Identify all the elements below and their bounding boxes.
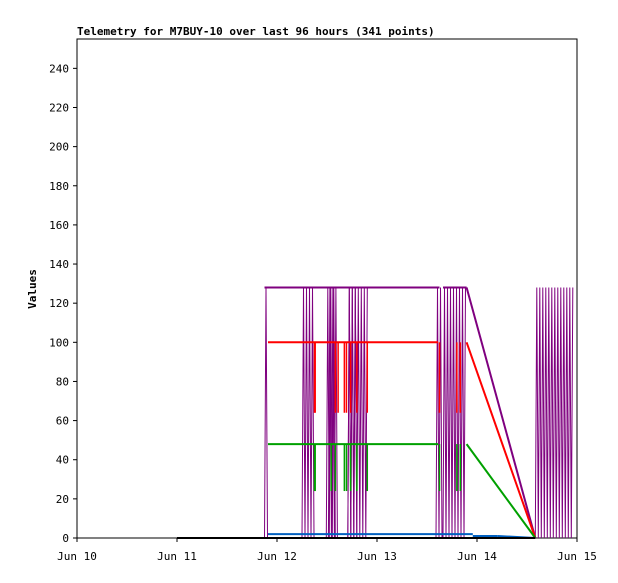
- y-axis-label: Values: [26, 269, 39, 309]
- y-tick-label: 80: [56, 375, 69, 388]
- series-1: [264, 286, 574, 539]
- series-3: [268, 443, 537, 539]
- y-tick-label: 0: [62, 532, 69, 545]
- y-tick-label: 240: [49, 62, 69, 75]
- y-tick-label: 220: [49, 101, 69, 114]
- y-tick-label: 60: [56, 415, 69, 428]
- x-tick-label: Jun 11: [157, 550, 197, 563]
- series-1-line: [465, 287, 537, 539]
- y-tick-label: 20: [56, 493, 69, 506]
- y-tick-label: 40: [56, 454, 69, 467]
- y-tick-label: 180: [49, 180, 69, 193]
- series-layer: [177, 286, 574, 539]
- series-2-line: [465, 341, 537, 539]
- y-tick-label: 160: [49, 219, 69, 232]
- series-2: [268, 341, 537, 539]
- x-tick-label: Jun 14: [457, 550, 497, 563]
- y-tick-label: 200: [49, 141, 69, 154]
- x-tick-label: Jun 13: [357, 550, 397, 563]
- series-3-line: [465, 443, 537, 539]
- series-1-oscillation: [534, 287, 574, 539]
- y-tick-label: 120: [49, 297, 69, 310]
- x-tick-label: Jun 12: [257, 550, 297, 563]
- x-tick-label: Jun 15: [557, 550, 597, 563]
- series-1-oscillation: [442, 287, 466, 539]
- y-tick-label: 140: [49, 258, 69, 271]
- x-tick-label: Jun 10: [57, 550, 97, 563]
- axis-layer: 0 20 40 60 80 100 120 140 160 180 200 220 240 Jun 10 J…: [49, 62, 597, 563]
- chart-title: Telemetry for M7BUY-10 over last 96 hour…: [77, 25, 435, 38]
- y-tick-label: 100: [49, 336, 69, 349]
